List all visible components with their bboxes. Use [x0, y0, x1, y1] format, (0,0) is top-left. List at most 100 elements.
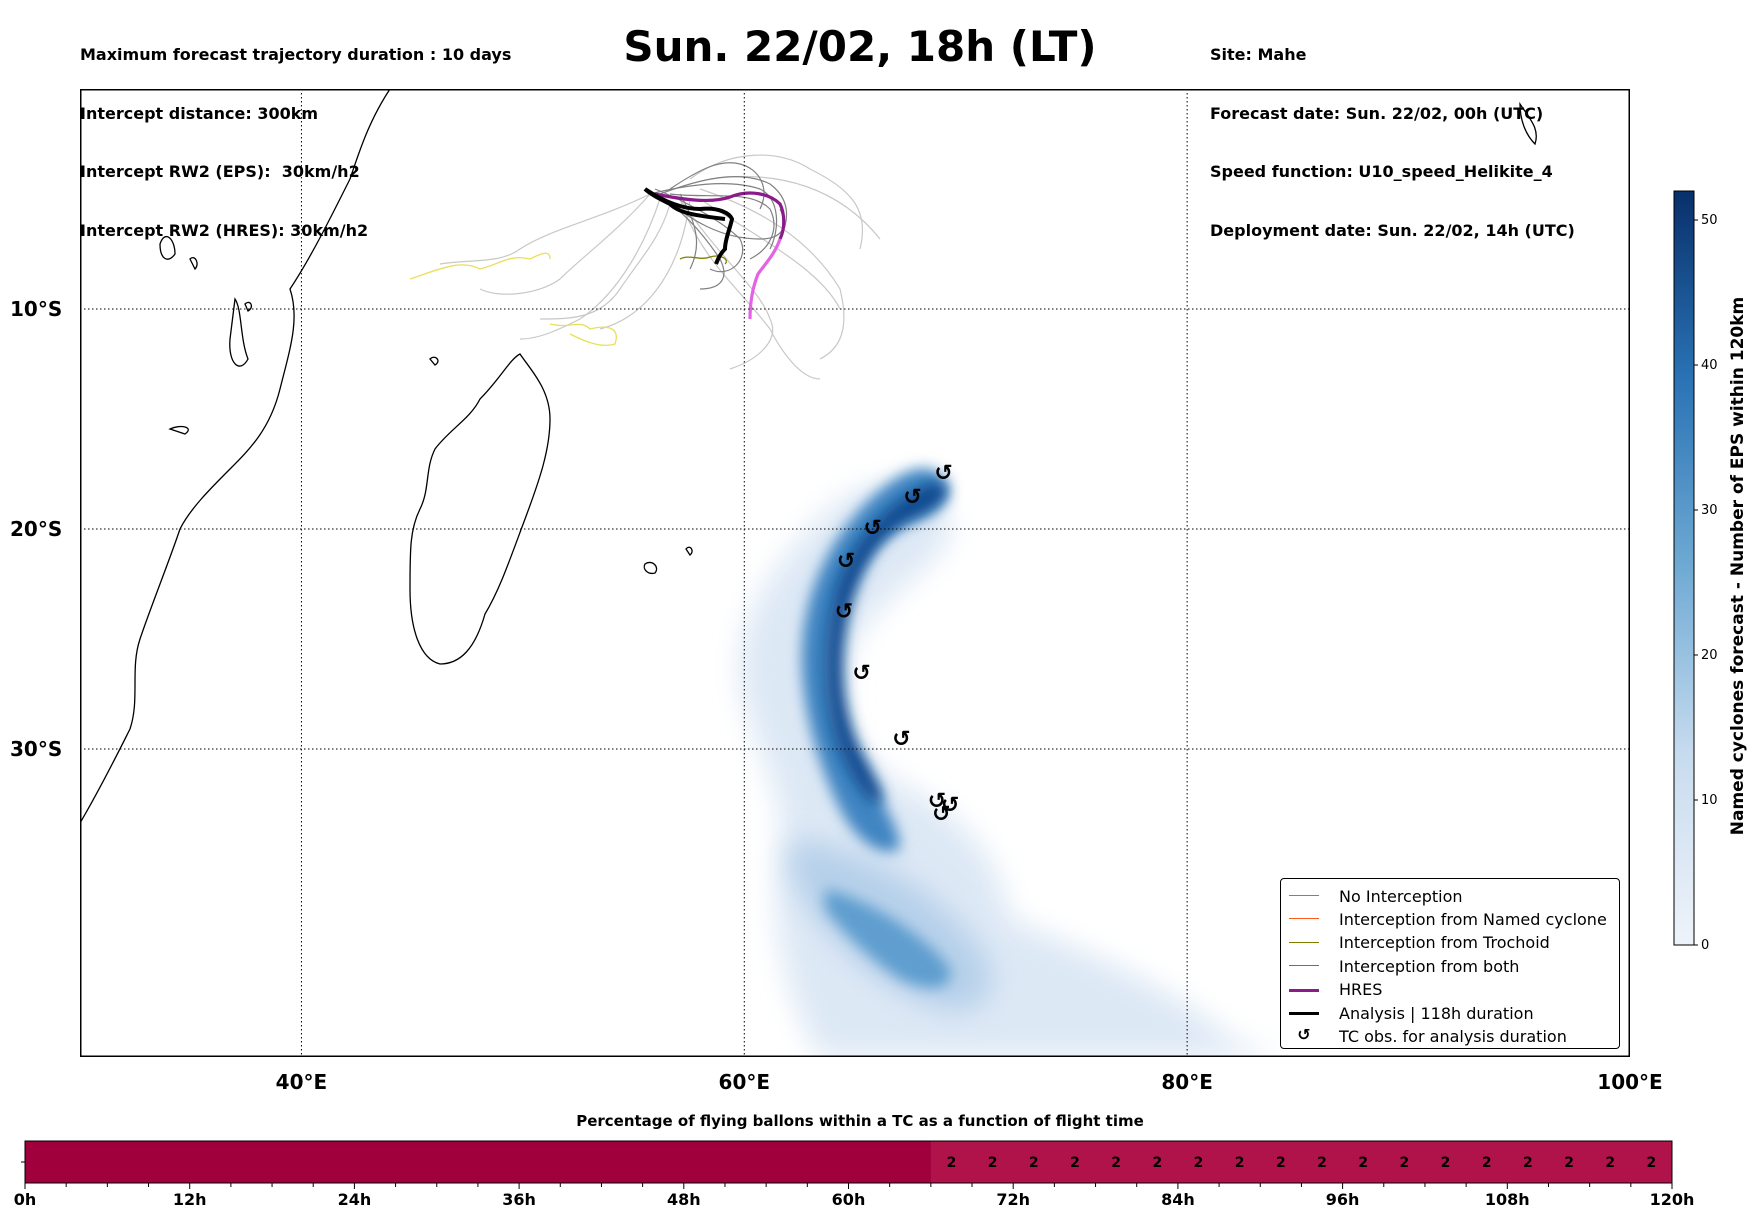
header-line: Site: Mahe [1210, 45, 1307, 64]
bottom-bar: 2 2 2 2 2 2 2 2 2 2 2 2 2 2 2 2 2 2 0h 12h 24h 36h 48h 60h 72h 84… [14, 1140, 1695, 1209]
header-line: Intercept distance: 300km [80, 103, 319, 123]
tc-obs-marker: ↺ [852, 661, 870, 686]
map-frame [80, 89, 1630, 1057]
island [189, 257, 198, 271]
legend-label: HRES [1339, 980, 1383, 1000]
lon-tick-label: 100°E [1597, 1070, 1663, 1094]
bottom-bar-title: Percentage of flying ballons within a TC… [576, 1112, 1144, 1130]
map-panel[interactable]: ↺↺↺↺↺↺↺↺↺↺ [80, 89, 1630, 1057]
bottom-bar-tick-label: 0h [14, 1190, 37, 1209]
africa-coast [80, 89, 391, 824]
colorbar-tick-label: 20 [1701, 648, 1718, 663]
cyclone-density-field [740, 468, 1280, 1057]
legend-line [1289, 1012, 1319, 1015]
tc-obs-marker: ↺ [903, 485, 921, 510]
island [159, 235, 176, 260]
legend-item: No Interception [1289, 885, 1463, 907]
legend-swatch [1289, 885, 1319, 907]
tc-obs-marker: ↺ [932, 802, 950, 827]
bottom-bar-tick-label: 96h [1326, 1190, 1360, 1209]
header-line: Forecast date: Sun. 22/02, 00h (UTC) [1210, 103, 1544, 123]
island [1519, 101, 1537, 146]
legend-line [1289, 941, 1319, 943]
tc-obs-markers: ↺↺↺↺↺↺↺↺↺↺ [835, 461, 960, 827]
map-legend: No Interception Interception from Named c… [1280, 878, 1620, 1049]
lon-tick-label: 60°E [718, 1070, 771, 1094]
tc-obs-marker: ↺ [941, 793, 959, 818]
legend-item: Analysis | 118h duration [1289, 1002, 1534, 1024]
lon-tick-label: 40°E [275, 1070, 328, 1094]
header-line: Maximum forecast trajectory duration : 1… [80, 45, 512, 64]
island [168, 425, 189, 435]
legend-item: Interception from Trochoid [1289, 932, 1550, 954]
header-line: Speed function: U10_speed_Helikite_4 [1210, 162, 1553, 181]
colorbar-label-text: Named cyclones forecast - Number of EPS … [1728, 297, 1748, 836]
bottom-bar-tick-label: 84h [1161, 1190, 1195, 1209]
tc-obs-marker: ↺ [928, 789, 946, 814]
bottom-bar-segment [930, 1141, 1672, 1183]
bottom-bar-value: 2 [1647, 1155, 1657, 1171]
colorbar-tick-label: 40 [1701, 358, 1718, 373]
bottom-bar-value: 2 [1317, 1155, 1327, 1171]
bottom-bar-value: 2 [1358, 1155, 1368, 1171]
legend-line [1289, 918, 1319, 920]
bottom-bar-tick-label: 12h [173, 1190, 207, 1209]
bottom-bar-value: 2 [1152, 1155, 1162, 1171]
bottom-bar-value: 2 [1111, 1155, 1121, 1171]
bottom-bar-value: 2 [1605, 1155, 1615, 1171]
bottom-bar-value: 2 [1482, 1155, 1492, 1171]
bottom-bar-value: 2 [947, 1155, 957, 1171]
bottom-bar-tick-label: 120h [1650, 1190, 1695, 1209]
bottom-bar-tick-label: 36h [502, 1190, 536, 1209]
bottom-bar-value: 2 [1441, 1155, 1451, 1171]
bottom-bar-tick-label: 48h [667, 1190, 701, 1209]
lon-tick-label: 80°E [1161, 1070, 1213, 1094]
legend-swatch [1289, 932, 1319, 954]
bottom-bar-value: 2 [1070, 1155, 1080, 1171]
eps-trajectories [409, 154, 881, 380]
header-line: Intercept RW2 (HRES): 30km/h2 [80, 220, 369, 240]
bottom-bar-value: 2 [1564, 1155, 1574, 1171]
bottom-bar-value: 2 [1029, 1155, 1039, 1171]
header-left: Maximum forecast trajectory duration : 1… [80, 6, 511, 260]
colorbar-tick-label: 0 [1701, 938, 1709, 950]
tc-obs-marker: ↺ [835, 600, 853, 625]
colorbar-label: Named cyclones forecast - Number of EPS … [1728, 297, 1748, 836]
bottom-bar-value: 2 [1194, 1155, 1204, 1171]
bottom-bar-tick-label: 72h [996, 1190, 1030, 1209]
legend-label: TC obs. for analysis duration [1339, 1026, 1567, 1046]
lat-tick-label: 30°S [10, 737, 63, 761]
bottom-bar-value: 2 [1235, 1155, 1245, 1171]
bottom-bar-value: 2 [1399, 1155, 1409, 1171]
colorbar-tick-label: 50 [1701, 213, 1718, 228]
bottom-bar-value: 2 [1523, 1155, 1533, 1171]
island [643, 561, 658, 575]
island [685, 546, 693, 556]
colorbar: 0 10 20 30 40 50 [1673, 190, 1718, 950]
legend-swatch [1289, 955, 1319, 977]
coastlines [80, 89, 1537, 824]
bottom-bar-value: 2 [988, 1155, 998, 1171]
colorbar-tick-label: 10 [1701, 793, 1718, 808]
legend-item: Interception from Named cyclone [1289, 908, 1607, 930]
madagascar-coast [409, 353, 551, 665]
tc-obs-marker: ↺ [892, 727, 910, 752]
legend-label: Interception from Named cyclone [1339, 909, 1607, 929]
tc-obs-marker: ↺ [934, 461, 952, 486]
legend-swatch [1289, 979, 1319, 1001]
bottom-bar-tick-label: 24h [338, 1190, 372, 1209]
island [229, 297, 249, 367]
bottom-bar-tick-label: 60h [832, 1190, 866, 1209]
header-line: Intercept RW2 (EPS): 30km/h2 [80, 162, 360, 181]
legend-label: Analysis | 118h duration [1339, 1003, 1534, 1023]
map-gridlines [80, 89, 1630, 1057]
legend-item: HRES [1289, 979, 1382, 1001]
colorbar-tick-label: 30 [1701, 503, 1718, 518]
island [244, 301, 253, 312]
legend-item: ↺ TC obs. for analysis duration [1289, 1025, 1567, 1047]
lat-tick-label: 10°S [10, 297, 63, 321]
island [429, 356, 439, 366]
tc-obs-icon: ↺ [1297, 1025, 1311, 1045]
legend-label: Interception from Trochoid [1339, 933, 1550, 953]
legend-label: Interception from both [1339, 956, 1520, 976]
